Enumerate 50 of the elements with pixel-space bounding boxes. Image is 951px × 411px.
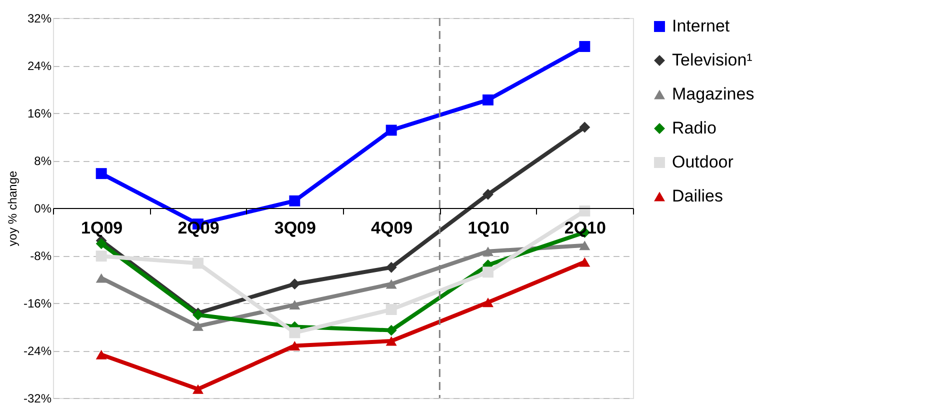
legend-label: Television¹ [672,50,753,70]
point [386,124,397,136]
point [96,350,107,360]
point [289,278,300,290]
y-axis-title: yoy % change [5,170,20,246]
y-tick-label: 24% [27,59,52,73]
point [96,250,107,262]
x-tick-label: 2Q09 [178,218,220,238]
legend-label: Magazines [672,84,754,104]
legend-label: Internet [672,16,730,36]
legend-label: Outdoor [672,152,734,172]
point [96,238,107,250]
point [192,384,204,394]
point [579,205,590,216]
x-tick-label: 1Q09 [81,218,123,238]
y-tick-label: -24% [23,344,52,358]
y-tick-label: -8% [30,249,52,263]
point [192,321,204,331]
y-tick-label: -16% [23,296,52,310]
point [289,341,300,350]
y-tick-label: 32% [27,12,52,26]
point [289,327,300,338]
point [289,300,300,310]
y-tick-label: 16% [27,106,52,120]
x-tick-label: 4Q09 [371,218,413,238]
legend-label: Dailies [672,186,724,206]
point [579,257,590,267]
point [482,266,494,278]
x-tick-label: 1Q10 [468,218,510,238]
point [192,258,204,269]
x-tick-label: 2Q10 [564,218,606,238]
point [386,262,397,273]
point [386,304,397,316]
point [579,41,590,52]
point [482,188,494,200]
y-tick-label: 8% [34,154,52,168]
y-tick-label: -32% [23,392,52,406]
point [96,273,107,283]
point [386,279,397,289]
x-tick-label: 3Q09 [274,218,316,238]
point [482,246,494,256]
point [289,195,300,206]
point [579,240,590,250]
point [482,298,494,308]
point [386,336,397,346]
point [482,94,494,106]
legend-label: Radio [672,118,716,138]
point [96,168,107,180]
y-tick-label: 0% [34,202,52,216]
point [579,122,590,133]
